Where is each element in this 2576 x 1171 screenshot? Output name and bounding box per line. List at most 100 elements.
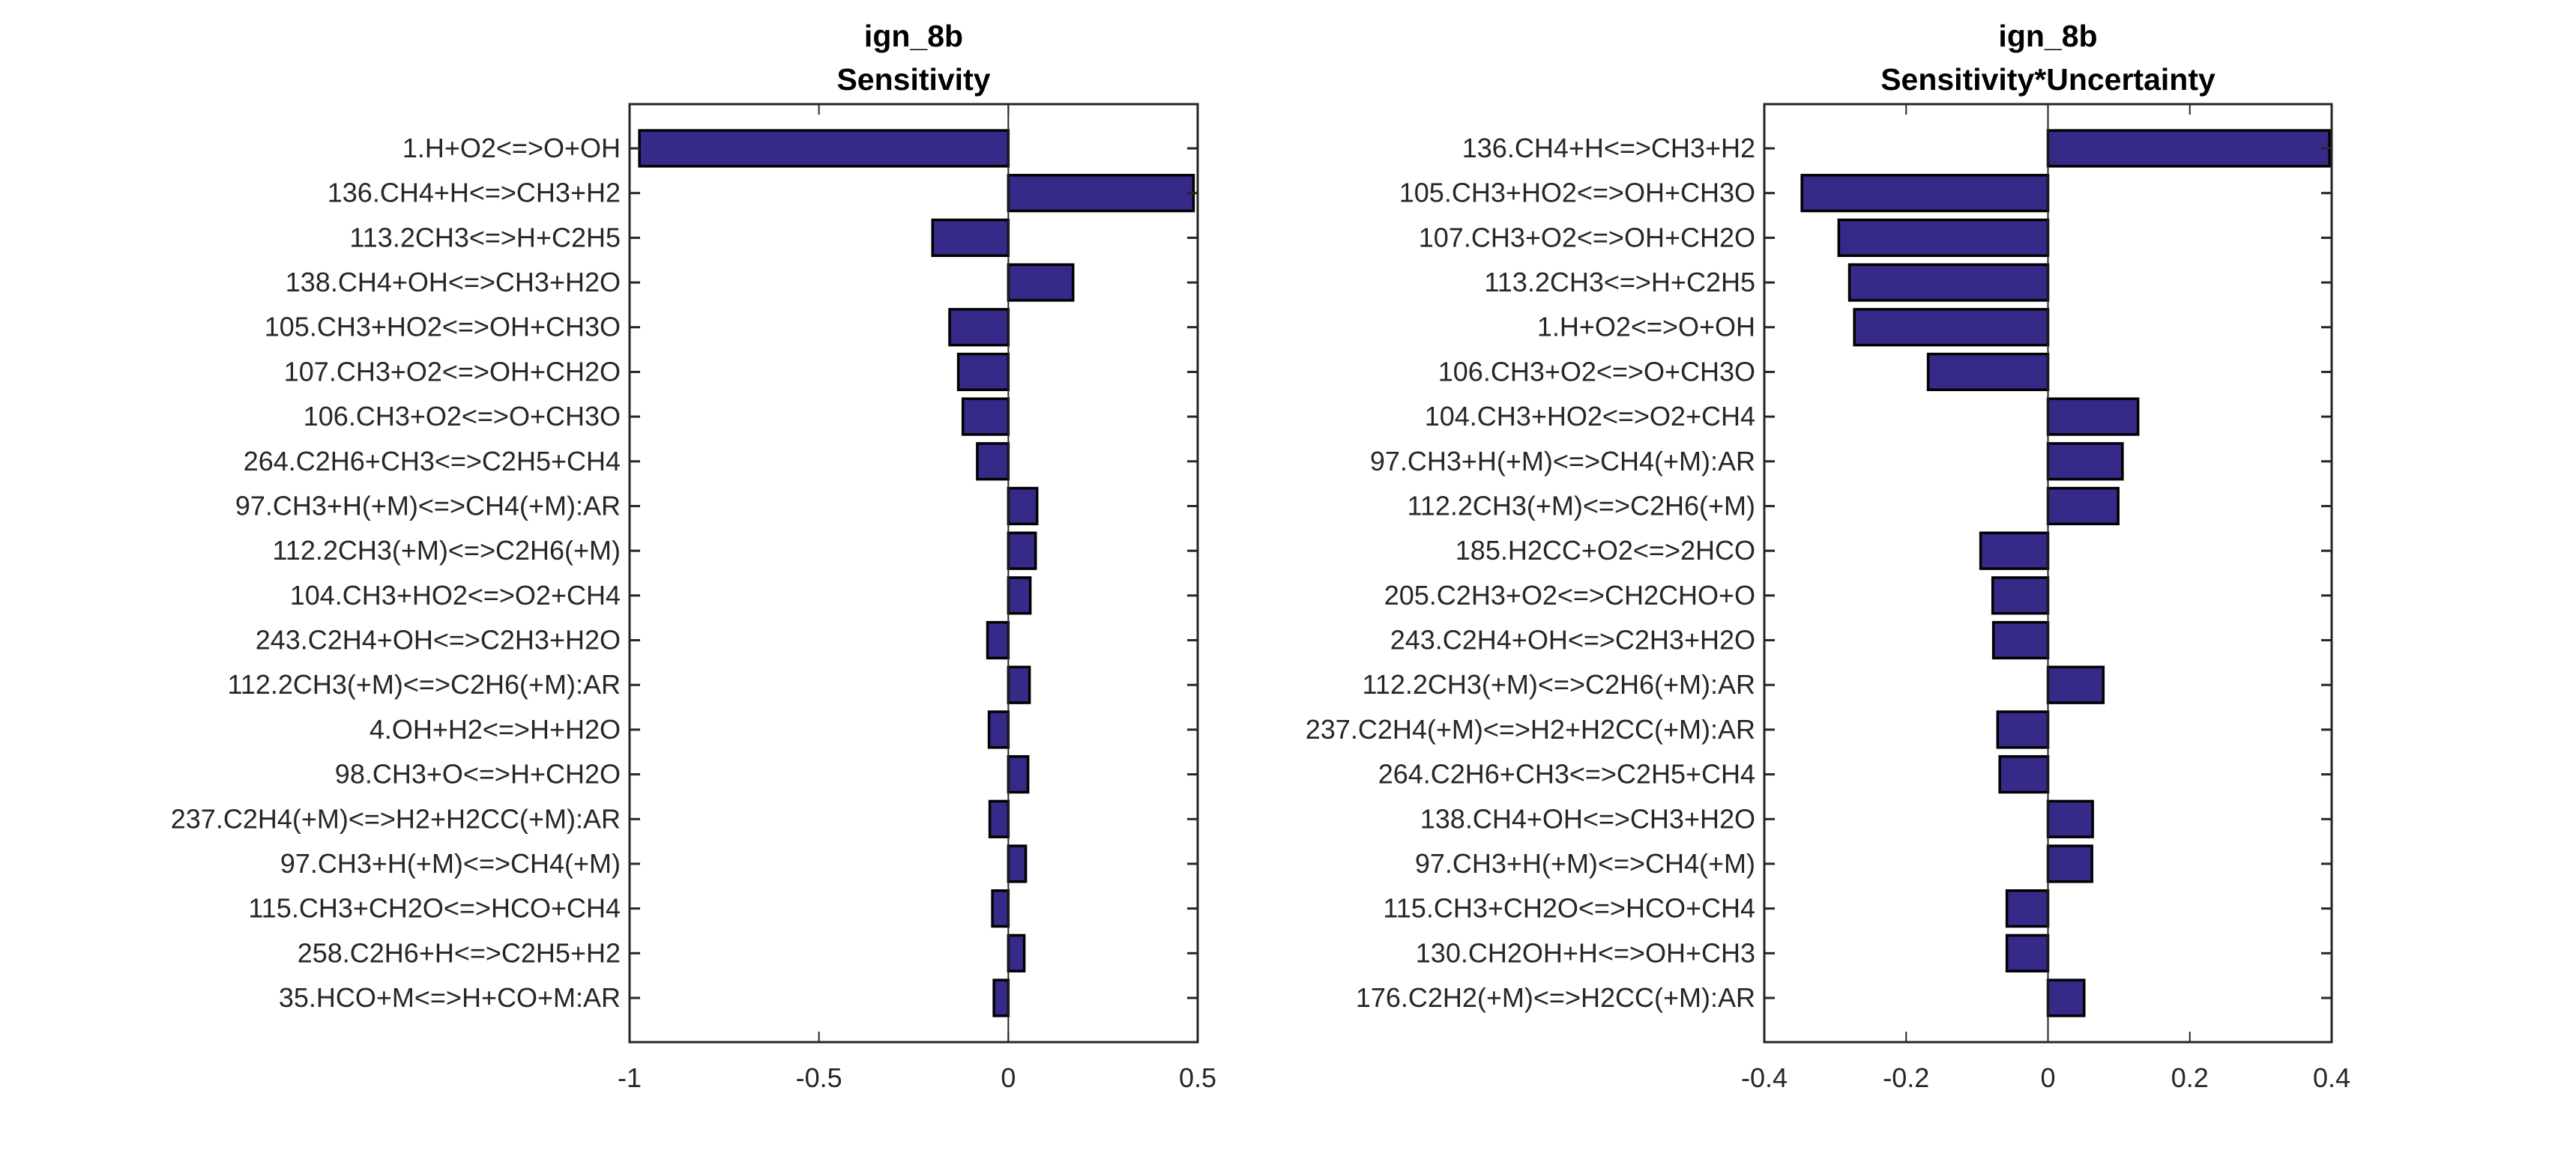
bar [1007,576,1032,615]
bar [2046,844,2093,883]
y-tick-label: 112.2CH3(+M)<=>C2H6(+M):AR [1362,669,1755,700]
y-tick-label: 176.C2H2(+M)<=>H2CC(+M):AR [1356,982,1755,1013]
bar [2046,665,2105,704]
bar [1007,263,1075,302]
y-tick-label: 107.CH3+O2<=>OH+CH2O [1419,222,1755,252]
bar [1998,754,2050,794]
y-tick-label: 97.CH3+H(+M)<=>CH4(+M) [280,848,621,879]
y-tick-label: 243.C2H4+OH<=>C2H3+H2O [256,625,621,656]
bar [987,710,1010,749]
bar [976,442,1010,481]
y-tick-label: 138.CH4+OH<=>CH3+H2O [286,267,621,297]
y-tick-label: 35.HCO+M<=>H+CO+M:AR [279,982,621,1013]
x-tick-label: 0 [1001,1062,1016,1093]
plot-frame [628,103,1199,1044]
bar [2046,486,2120,526]
y-tick-label: 130.CH2OH+H<=>OH+CH3 [1416,937,1755,968]
x-tick-label: -0.5 [796,1062,842,1093]
y-tick-label: 106.CH3+O2<=>O+CH3O [1438,356,1755,387]
axes [1763,103,2333,1044]
y-tick-label: 112.2CH3(+M)<=>C2H6(+M) [272,535,621,566]
bar [2005,889,2050,928]
bar [991,889,1010,928]
bars [1800,129,2331,1017]
y-tick-label: 185.H2CC+O2<=>2HCO [1456,535,1755,566]
y-tick-label: 136.CH4+H<=>CH3+H2 [1462,133,1755,163]
bar [1007,174,1195,213]
y-tick-label: 105.CH3+HO2<=>OH+CH3O [1399,178,1755,208]
bar [956,352,1010,392]
y-tick-labels: 1.H+O2<=>O+OH 136.CH4+H<=>CH3+H2 113.2CH3<… [171,133,621,1013]
x-tick-label: 0.5 [1179,1062,1216,1093]
bar [1007,934,1026,972]
bar [2046,799,2094,838]
y-tick-label: 115.CH3+CH2O<=>HCO+CH4 [248,893,621,924]
y-tick-label: 105.CH3+HO2<=>OH+CH3O [265,312,621,342]
x-tick-label: -0.2 [1883,1062,1929,1093]
bar [948,308,1010,347]
y-tick-label: 264.C2H6+CH3<=>C2H5+CH4 [1378,759,1755,790]
chart-subtitle: Sensitivity*Uncertainty [1880,62,2215,97]
y-tick-label: 237.C2H4(+M)<=>H2+H2CC(+M):AR [1306,714,1755,745]
y-tick-label: 1.H+O2<=>O+OH [402,133,621,163]
y-tick-label: 258.C2H6+H<=>C2H5+H2 [298,937,621,968]
chart-title: ign_8b [1998,19,2097,53]
y-tick-label: 205.C2H3+O2<=>CH2CHO+O [1384,580,1755,611]
chart-title: ign_8b [864,19,963,53]
y-tick-label: 107.CH3+O2<=>OH+CH2O [284,356,621,387]
y-tick-label: 112.2CH3(+M)<=>C2H6(+M) [1407,490,1755,521]
x-tick-label: -0.4 [1741,1062,1788,1093]
bar [1800,174,2050,213]
bar [1979,531,2050,570]
y-tick-label: 113.2CH3<=>H+C2H5 [1484,267,1755,297]
bar [1007,665,1031,704]
bar [1007,844,1028,883]
y-tick-label: 98.CH3+O<=>H+CH2O [335,759,621,790]
sensitivity-chart: ign_8b Sensitivity 1.H+O2<=>O+OH 136.CH4+… [171,19,1216,1093]
y-tick-label: 264.C2H6+CH3<=>C2H5+CH4 [244,446,621,476]
bar [2046,129,2331,168]
x-tick-label: 0 [2040,1062,2055,1093]
y-tick-label: 104.CH3+HO2<=>O2+CH4 [290,580,621,611]
bar [1991,620,2050,660]
y-tick-label: 104.CH3+HO2<=>O2+CH4 [1425,401,1755,432]
chart-subtitle: Sensitivity [836,62,990,97]
y-tick-label: 115.CH3+CH2O<=>HCO+CH4 [1383,893,1755,924]
bar [1996,710,2050,749]
y-tick-label: 1.H+O2<=>O+OH [1537,312,1755,342]
y-tick-label: 112.2CH3(+M)<=>C2H6(+M):AR [227,669,621,700]
y-tick-label: 97.CH3+H(+M)<=>CH4(+M) [1415,848,1755,879]
bar [2046,978,2086,1017]
bars [638,129,1195,1017]
bar [2005,934,2050,972]
y-tick-label: 237.C2H4(+M)<=>H2+H2CC(+M):AR [171,803,621,834]
x-tick-label: -1 [618,1062,642,1093]
bar [1926,352,2050,392]
y-tick-labels: 136.CH4+H<=>CH3+H2 105.CH3+HO2<=>OH+CH3O 1… [1306,133,1755,1013]
y-tick-label: 106.CH3+O2<=>O+CH3O [304,401,621,432]
bar [961,397,1010,436]
x-tick-label: 0.2 [2171,1062,2209,1093]
bar [1007,486,1039,526]
y-tick-label: 97.CH3+H(+M)<=>CH4(+M):AR [1370,446,1755,476]
x-tick-labels: -0.4 -0.2 0 0.2 0.4 [1741,1062,2350,1093]
y-tick-label: 113.2CH3<=>H+C2H5 [349,222,621,252]
bar [1007,754,1030,794]
bar [1837,218,2050,257]
bar [1847,263,2050,302]
bar [931,218,1010,257]
bar [1007,531,1037,570]
bar [638,129,1010,168]
bar [1991,576,2050,615]
bar [1853,308,2050,347]
y-tick-label: 136.CH4+H<=>CH3+H2 [328,178,621,208]
x-tick-labels: -1 -0.5 0 0.5 [618,1062,1216,1093]
y-tick-label: 4.OH+H2<=>H+H2O [369,714,621,745]
bar [2046,442,2124,481]
y-tick-label: 97.CH3+H(+M)<=>CH4(+M):AR [235,490,621,521]
axes [628,103,1199,1044]
bar [986,620,1010,660]
sensitivity-uncertainty-chart: ign_8b Sensitivity*Uncertainty 136.CH4+H… [1306,19,2350,1093]
y-tick-label: 138.CH4+OH<=>CH3+H2O [1420,803,1755,834]
